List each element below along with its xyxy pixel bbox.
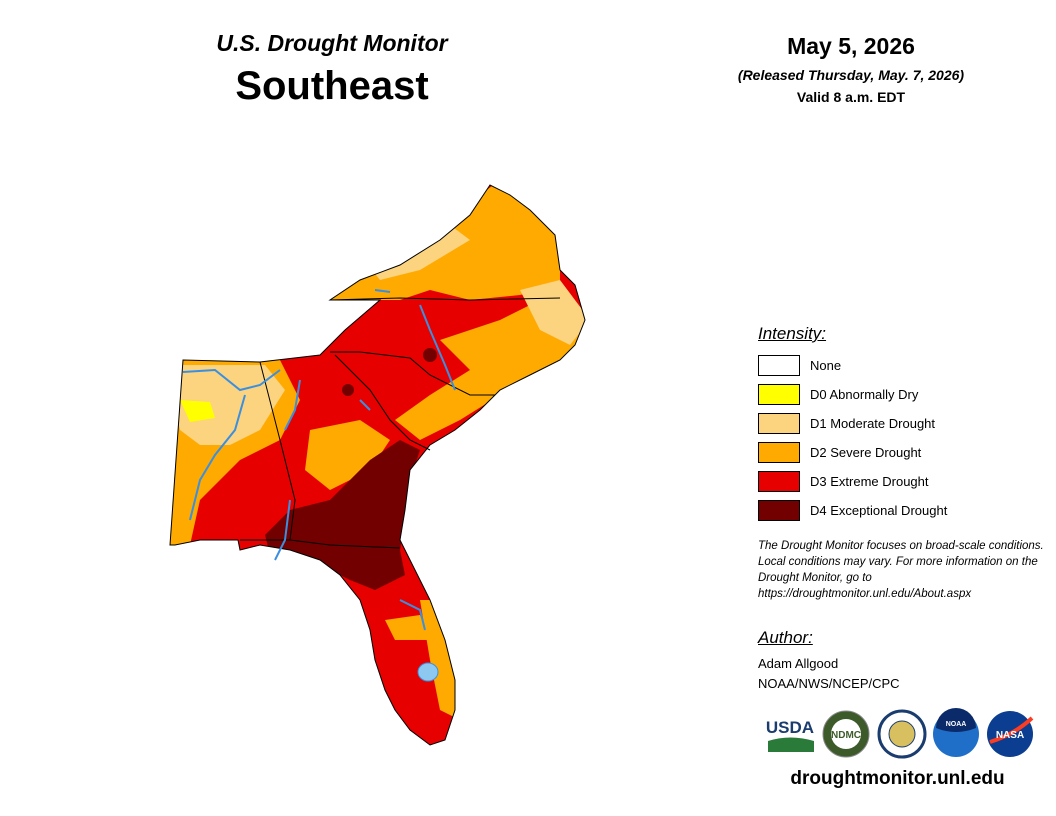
river [359, 399, 371, 411]
rivers [182, 289, 456, 631]
legend-label: D2 Severe Drought [810, 445, 922, 460]
logo-shape [989, 716, 1034, 744]
legend-swatch [758, 413, 800, 434]
author-title: Author: [758, 628, 813, 647]
state-borders [169, 184, 586, 746]
logo-shape [936, 708, 976, 732]
logo-shape [768, 737, 814, 752]
river [419, 304, 456, 391]
river [189, 394, 246, 521]
commerce-logo [877, 709, 927, 759]
river [374, 289, 391, 293]
legend-label: D4 Exceptional Drought [810, 503, 948, 518]
va-nc-border [329, 297, 561, 301]
d1-area [170, 365, 285, 445]
disclaimer: The Drought Monitor focuses on broad-sca… [758, 540, 1044, 600]
legend-swatch [758, 384, 800, 405]
river [274, 499, 291, 561]
logo-text: USDA [766, 718, 814, 737]
nc-sc-border [330, 351, 495, 396]
map-subtitle: U.S. Drought Monitor [216, 30, 448, 56]
legend-swatch [758, 355, 800, 376]
legend-swatch [758, 471, 800, 492]
lake-okeechobee [417, 662, 439, 682]
legend-label: D3 Extreme Drought [810, 474, 929, 489]
legend-title: Intensity: [758, 324, 827, 343]
river [182, 368, 281, 392]
drought-areas [170, 185, 585, 745]
d2-area [395, 300, 585, 440]
map-date: May 5, 2026 [787, 33, 915, 59]
legend-label: D0 Abnormally Dry [810, 387, 919, 402]
legend-swatch [758, 500, 800, 521]
release-date: (Released Thursday, May. 7, 2026) [737, 67, 965, 83]
nasa-logo: NASA [987, 711, 1034, 757]
logos: USDA NDMC NOAA NASA [766, 708, 1034, 759]
river [284, 379, 301, 431]
noaa-logo: NOAA [933, 708, 979, 757]
author-org: NOAA/NWS/NCEP/CPC [758, 676, 900, 691]
d1-area [520, 280, 585, 345]
logo-shape [888, 720, 916, 748]
logo-text: NOAA [946, 721, 967, 728]
logo-text: NASA [996, 730, 1024, 741]
d4-area [423, 348, 437, 362]
al-ga-border [259, 361, 296, 541]
river [399, 599, 426, 631]
valid-time: Valid 8 a.m. EDT [796, 89, 906, 105]
ga-sc-border [334, 354, 431, 451]
legend-swatch [758, 442, 800, 463]
d4-area [265, 440, 420, 590]
legend-label: None [810, 358, 842, 373]
logo-text: NDMC [831, 730, 861, 741]
website: droughtmonitor.unl.edu [790, 768, 1005, 789]
d0-area [180, 400, 215, 422]
fl-border [240, 539, 401, 549]
legend-label: D1 Moderate Drought [810, 416, 936, 431]
d2-area [305, 420, 390, 490]
logo-shape [831, 719, 861, 749]
author-name: Adam Allgood [758, 656, 839, 671]
ndmc-logo: NDMC [822, 710, 870, 758]
usda-logo: USDA [766, 718, 814, 752]
map [169, 184, 586, 746]
d4-area [342, 384, 354, 396]
d2-area [385, 615, 430, 640]
map-title: Southeast [235, 64, 429, 108]
